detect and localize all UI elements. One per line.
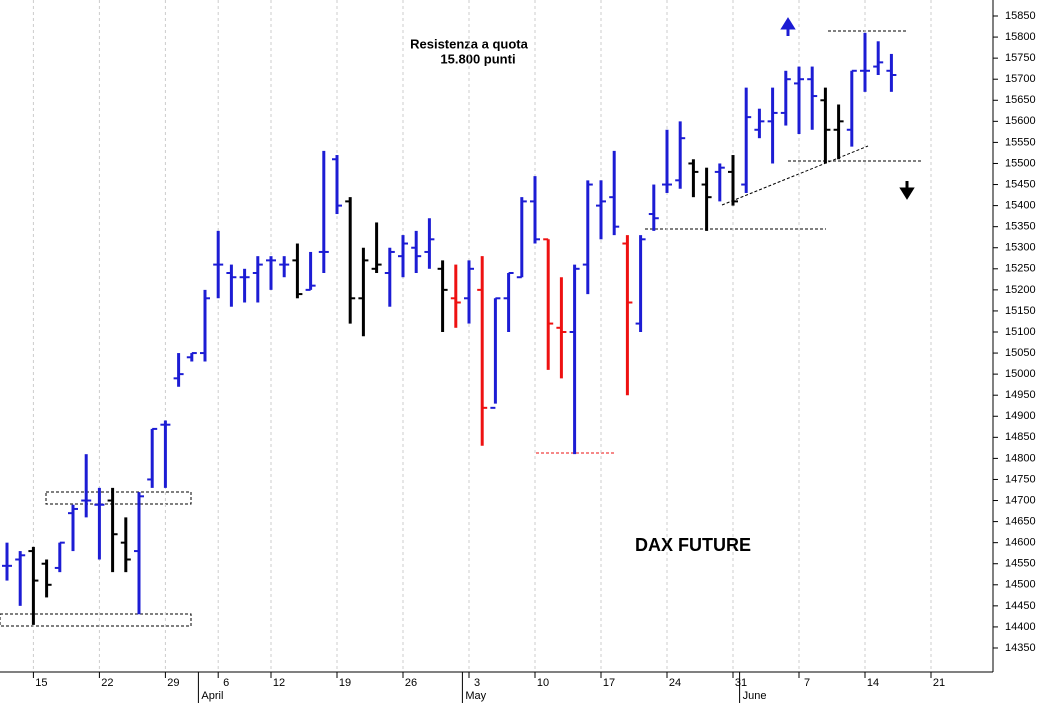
y-tick-label: 15100 bbox=[1005, 326, 1036, 338]
y-tick-label: 14350 bbox=[1005, 642, 1036, 654]
y-tick-label: 15600 bbox=[1005, 115, 1036, 127]
chart-title: DAX FUTURE bbox=[635, 535, 751, 555]
x-tick-label: 3 bbox=[474, 677, 480, 689]
y-tick-label: 15400 bbox=[1005, 200, 1036, 212]
y-tick-label: 15700 bbox=[1005, 73, 1036, 85]
y-tick-label: 15750 bbox=[1005, 52, 1036, 64]
x-tick-label: 31 bbox=[735, 677, 747, 689]
y-tick-label: 15500 bbox=[1005, 157, 1036, 169]
y-tick-label: 14750 bbox=[1005, 473, 1036, 485]
trend-line bbox=[721, 145, 869, 206]
y-tick-label: 15250 bbox=[1005, 263, 1036, 275]
y-tick-label: 14450 bbox=[1005, 600, 1036, 612]
up-arrow bbox=[780, 17, 796, 36]
x-tick-label: 7 bbox=[804, 677, 810, 689]
month-label: April bbox=[201, 690, 223, 702]
x-tick-label: 22 bbox=[101, 677, 113, 689]
y-tick-label: 14950 bbox=[1005, 389, 1036, 401]
y-tick-label: 14900 bbox=[1005, 410, 1036, 422]
x-tick-label: 15 bbox=[35, 677, 47, 689]
y-tick-label: 15050 bbox=[1005, 347, 1036, 359]
x-tick-label: 24 bbox=[669, 677, 681, 689]
y-tick-label: 14700 bbox=[1005, 494, 1036, 506]
y-tick-label: 14850 bbox=[1005, 431, 1036, 443]
y-tick-label: 15450 bbox=[1005, 178, 1036, 190]
y-tick-label: 15200 bbox=[1005, 284, 1036, 296]
x-tick-label: 26 bbox=[405, 677, 417, 689]
range-box bbox=[0, 613, 192, 627]
y-tick-label: 15550 bbox=[1005, 136, 1036, 148]
range-box bbox=[45, 491, 192, 505]
y-tick-label: 15800 bbox=[1005, 31, 1036, 43]
x-tick-label: 17 bbox=[603, 677, 615, 689]
y-tick-label: 14400 bbox=[1005, 621, 1036, 633]
y-tick-label: 15350 bbox=[1005, 221, 1036, 233]
annotation: 15.800 punti bbox=[440, 51, 515, 66]
x-tick-label: 12 bbox=[273, 677, 285, 689]
y-tick-label: 15300 bbox=[1005, 242, 1036, 254]
y-tick-label: 15000 bbox=[1005, 368, 1036, 380]
y-tick-label: 14500 bbox=[1005, 579, 1036, 591]
x-tick-label: 6 bbox=[223, 677, 229, 689]
month-label: June bbox=[743, 690, 767, 702]
y-tick-label: 15650 bbox=[1005, 94, 1036, 106]
x-tick-label: 14 bbox=[867, 677, 879, 689]
x-tick-label: 21 bbox=[933, 677, 945, 689]
y-tick-label: 15850 bbox=[1005, 10, 1036, 22]
month-label: May bbox=[465, 690, 486, 702]
down-arrow bbox=[899, 181, 915, 200]
y-tick-label: 14550 bbox=[1005, 558, 1036, 570]
y-tick-label: 14650 bbox=[1005, 515, 1036, 527]
x-tick-label: 10 bbox=[537, 677, 549, 689]
y-tick-label: 15150 bbox=[1005, 305, 1036, 317]
x-tick-label: 19 bbox=[339, 677, 351, 689]
y-tick-label: 14800 bbox=[1005, 452, 1036, 464]
y-tick-label: 14600 bbox=[1005, 537, 1036, 549]
x-tick-label: 29 bbox=[167, 677, 179, 689]
